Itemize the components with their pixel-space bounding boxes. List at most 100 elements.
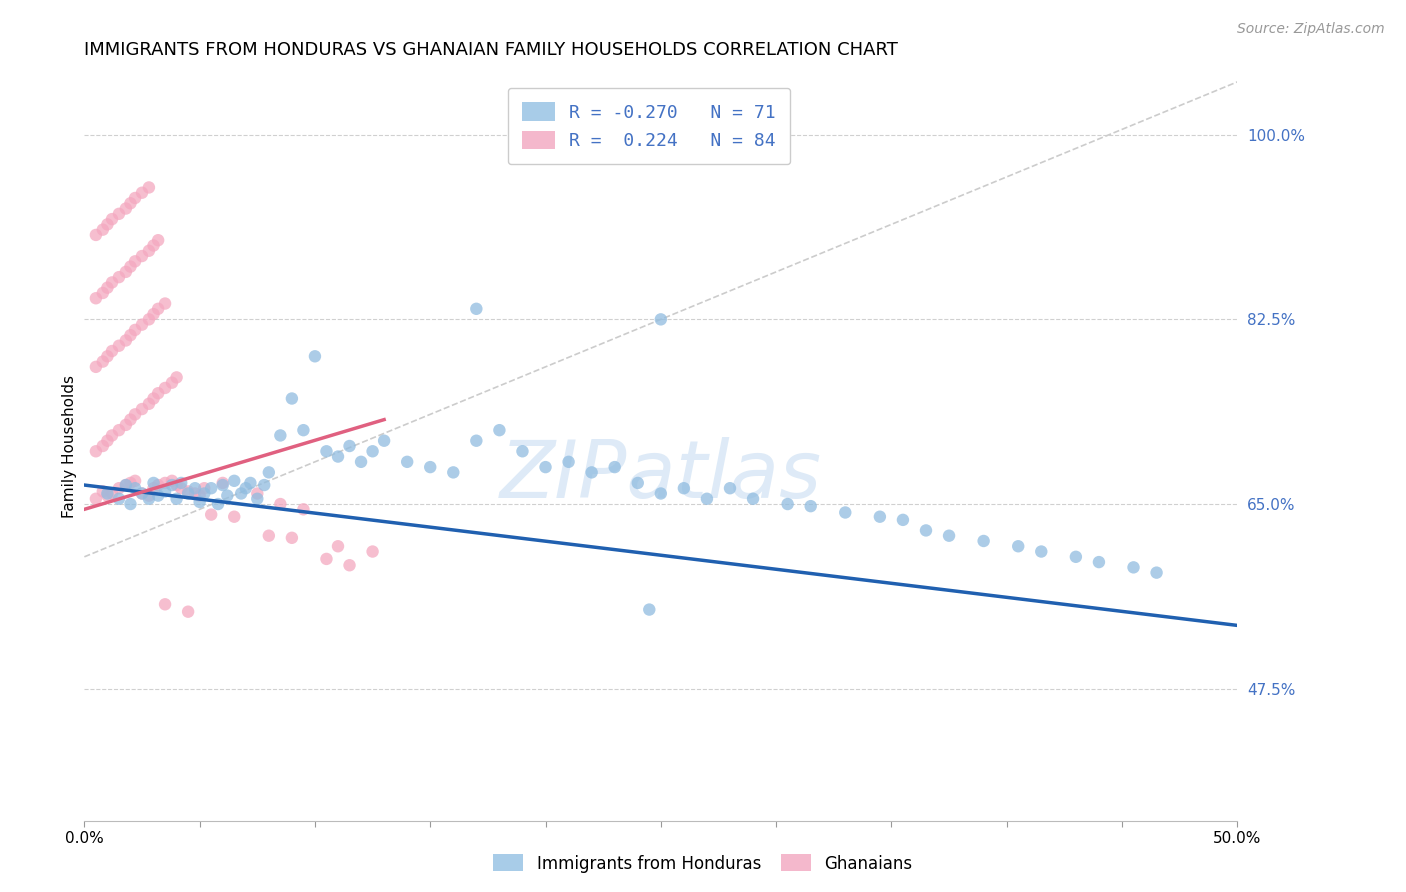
Text: IMMIGRANTS FROM HONDURAS VS GHANAIAN FAMILY HOUSEHOLDS CORRELATION CHART: IMMIGRANTS FROM HONDURAS VS GHANAIAN FAM…	[84, 41, 898, 59]
Point	[84, 491, 107, 506]
Point	[146, 233, 169, 247]
Point	[696, 491, 718, 506]
Point	[146, 301, 169, 316]
Point	[142, 481, 165, 495]
Point	[138, 489, 160, 503]
Point	[973, 533, 995, 548]
Point	[131, 318, 153, 332]
Point	[124, 408, 146, 422]
Point	[315, 444, 337, 458]
Point	[146, 489, 169, 503]
Point	[800, 499, 823, 513]
Point	[146, 386, 169, 401]
Point	[166, 370, 188, 384]
Point	[1122, 560, 1144, 574]
Point	[91, 285, 114, 300]
Point	[512, 444, 534, 458]
Point	[138, 244, 160, 258]
Point	[84, 359, 107, 374]
Point	[718, 481, 741, 495]
Point	[235, 481, 257, 495]
Point	[1088, 555, 1111, 569]
Y-axis label: Family Households: Family Households	[62, 375, 77, 517]
Point	[557, 455, 579, 469]
Point	[142, 392, 165, 406]
Point	[373, 434, 395, 448]
Point	[160, 478, 183, 492]
Point	[84, 227, 107, 242]
Point	[193, 486, 215, 500]
Point	[142, 238, 165, 252]
Point	[138, 312, 160, 326]
Point	[339, 439, 361, 453]
Point	[177, 605, 200, 619]
Point	[170, 481, 193, 495]
Point	[292, 423, 315, 437]
Point	[138, 491, 160, 506]
Point	[257, 529, 280, 543]
Point	[124, 191, 146, 205]
Point	[239, 475, 262, 490]
Point	[124, 254, 146, 268]
Point	[326, 539, 349, 553]
Point	[269, 428, 291, 442]
Point	[650, 486, 672, 500]
Point	[304, 349, 326, 363]
Point	[253, 478, 276, 492]
Point	[200, 481, 222, 495]
Point	[672, 481, 695, 495]
Point	[170, 475, 193, 490]
Point	[153, 484, 176, 499]
Point	[776, 497, 799, 511]
Point	[1031, 544, 1053, 558]
Point	[257, 466, 280, 480]
Point	[115, 265, 138, 279]
Point	[91, 222, 114, 236]
Point	[131, 486, 153, 500]
Text: Source: ZipAtlas.com: Source: ZipAtlas.com	[1237, 22, 1385, 37]
Point	[650, 312, 672, 326]
Point	[326, 450, 349, 464]
Point	[115, 478, 138, 492]
Point	[638, 602, 661, 616]
Point	[177, 484, 200, 499]
Point	[361, 444, 384, 458]
Point	[350, 455, 373, 469]
Point	[281, 392, 304, 406]
Point	[96, 489, 118, 503]
Point	[96, 349, 118, 363]
Point	[193, 481, 215, 495]
Point	[339, 558, 361, 573]
Legend: R = -0.270   N = 71, R =  0.224   N = 84: R = -0.270 N = 71, R = 0.224 N = 84	[508, 88, 790, 164]
Point	[108, 423, 131, 437]
Point	[292, 502, 315, 516]
Point	[465, 301, 488, 316]
Point	[534, 460, 557, 475]
Point	[131, 186, 153, 200]
Point	[91, 354, 114, 368]
Point	[441, 466, 464, 480]
Point	[115, 334, 138, 348]
Point	[153, 597, 176, 611]
Point	[108, 207, 131, 221]
Point	[120, 475, 142, 490]
Point	[131, 249, 153, 263]
Point	[108, 491, 131, 506]
Point	[108, 481, 131, 495]
Point	[101, 428, 124, 442]
Text: ZIPatlas: ZIPatlas	[499, 437, 823, 515]
Point	[869, 509, 891, 524]
Point	[396, 455, 419, 469]
Point	[246, 491, 269, 506]
Point	[108, 339, 131, 353]
Point	[834, 506, 856, 520]
Point	[246, 486, 269, 500]
Point	[281, 531, 304, 545]
Point	[315, 552, 337, 566]
Point	[200, 508, 222, 522]
Point	[153, 475, 176, 490]
Point	[419, 460, 441, 475]
Legend: Immigrants from Honduras, Ghanaians: Immigrants from Honduras, Ghanaians	[486, 847, 920, 880]
Point	[108, 270, 131, 285]
Point	[361, 544, 384, 558]
